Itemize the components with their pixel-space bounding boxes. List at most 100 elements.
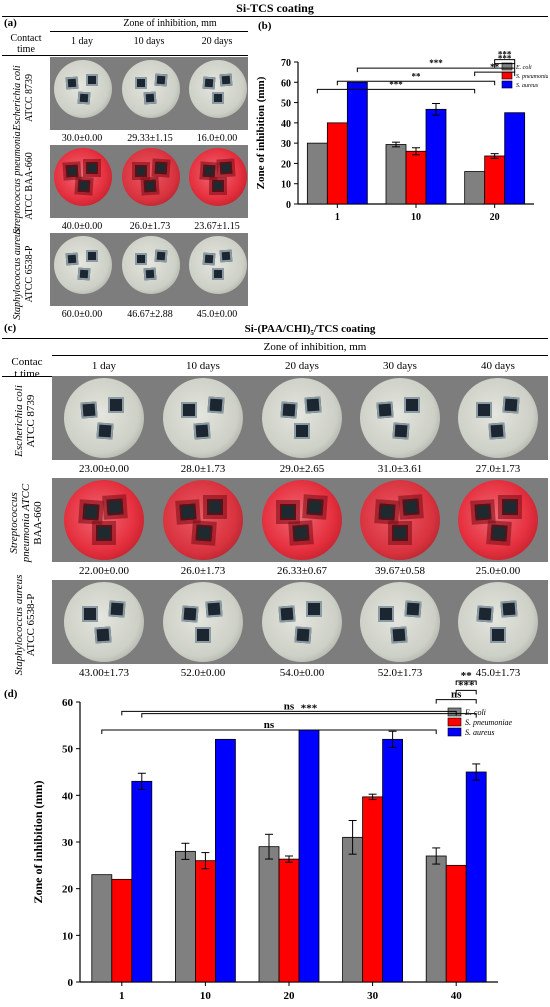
specimen-square [378, 503, 396, 521]
bar-s--aureus [298, 729, 320, 983]
specimen-square [490, 524, 508, 542]
y-tick-label: 0 [68, 977, 74, 989]
panel-c-contact-label-1: Contac [11, 356, 43, 368]
organism-name: Escherichia coli [12, 65, 23, 131]
significance-label: ** [412, 71, 422, 81]
specimen-square [404, 397, 420, 413]
panel-a-contact-label-1: Contact [10, 33, 42, 44]
organism-name: Staphylococcus aureus [12, 228, 23, 320]
significance-bracket [494, 59, 516, 64]
specimen-square [202, 76, 216, 90]
bar-e--coli [464, 171, 486, 205]
bar-s--aureus [465, 771, 487, 983]
x-tick-label: 20 [284, 990, 296, 1002]
organism-label: Staphylococcus aureus ATCC 6538-P [12, 226, 38, 322]
significance-bracket [455, 689, 477, 695]
specimen-square [378, 606, 394, 622]
significance-bracket [356, 67, 516, 73]
petri-dish-image [64, 378, 144, 458]
y-axis-label: Zone of inhibition (mm) [31, 780, 45, 903]
strain-name: ATCC 8739 [24, 73, 35, 123]
organism-name: Streptococcus [8, 492, 20, 554]
specimen-square [86, 250, 98, 262]
y-tick-label: 30 [62, 837, 74, 849]
significance-label: *** [458, 679, 475, 691]
specimen-square [181, 605, 199, 623]
specimen-square [65, 164, 79, 178]
specimen-square [143, 179, 157, 193]
specimen-square [306, 601, 322, 617]
panel-c-title-main: Si-(PAA/CHI) [244, 323, 311, 335]
x-tick-label: 30 [367, 990, 379, 1002]
x-tick-label: 1 [119, 990, 125, 1002]
significance-bracket [316, 88, 476, 94]
y-tick-label: 70 [281, 58, 291, 69]
significance-bracket [474, 71, 516, 77]
petri-dish-image [54, 236, 112, 294]
legend-swatch [447, 727, 462, 737]
panel-a-zone-header: Zone of inhibition, mm [123, 18, 217, 29]
panel-c-title: Si-(PAA/CHI)5/TCS coating [90, 323, 530, 337]
zone-value: 29.33±1.15 [127, 133, 173, 144]
specimen-square [181, 402, 197, 418]
significance-label: ** [461, 670, 473, 682]
y-tick-label: 0 [286, 200, 291, 211]
zone-value: 31.0±3.61 [377, 463, 423, 475]
petri-dish-image [458, 378, 538, 458]
petri-dish-image [458, 582, 538, 662]
figure-title: Si-TCS coating [236, 1, 314, 15]
panel-d-chart: 0 10 20 30 40 50 60 Zone of inhibition (mm) Time… [31, 670, 513, 1007]
petri-dish-image [163, 480, 243, 560]
specimen-square [304, 396, 322, 414]
specimen-square [195, 627, 211, 643]
legend-swatch [447, 707, 462, 717]
zone-value: 28.0±1.73 [180, 463, 226, 475]
zone-value: 43.00±1.73 [78, 667, 130, 679]
legend-label: S. pneumoniae [516, 74, 548, 80]
y-tick-label: 20 [281, 159, 291, 170]
organism-label: Streptococcus pneumonia ATCC BAA-660 [12, 131, 38, 234]
specimen-square [280, 401, 298, 419]
specimen-square [294, 423, 310, 439]
y-tick-label: 30 [281, 139, 291, 150]
panel-c-day-header: 40 days [481, 360, 515, 372]
y-tick-label: 20 [62, 884, 74, 896]
specimen-square [278, 605, 296, 623]
specimen-square [193, 422, 211, 440]
specimen-square [154, 73, 168, 87]
specimen-square [212, 92, 224, 104]
zone-value: 40.0±0.00 [61, 221, 103, 232]
zone-value: 26.0±1.73 [180, 565, 226, 577]
x-tick-label: 40 [451, 990, 463, 1002]
bar-s--pneumoniae [326, 122, 348, 205]
bar-s--pneumoniae [278, 858, 300, 983]
zone-value: 60.0±0.00 [61, 309, 103, 320]
panel-c-zone-header: Zone of inhibition, mm [263, 341, 367, 353]
bar-e--coli [174, 850, 196, 983]
petri-dish-image [262, 582, 342, 662]
specimen-square [219, 161, 233, 175]
zone-value: 39.67±0.58 [374, 565, 426, 577]
panel-c-day-header: 30 days [383, 360, 417, 372]
strain-name: ATCC 6538-P [24, 245, 35, 303]
specimen-square [77, 267, 91, 281]
bar-e--coli [258, 846, 280, 983]
significance-label: *** [498, 50, 512, 60]
specimen-square [502, 499, 518, 515]
specimen-square [77, 91, 91, 105]
panel-c-title-sub: 5 [310, 329, 314, 338]
legend-label: S. aureus [465, 728, 494, 737]
significance-label: *** [498, 54, 512, 64]
specimen-square [476, 402, 492, 418]
zone-value: 25.0±0.00 [475, 565, 521, 577]
specimen-square [212, 180, 224, 192]
bar-s--pneumoniae [484, 155, 506, 205]
strain-name: ATCC BAA-660 [24, 152, 35, 220]
panel-c-rule [2, 338, 548, 339]
panel-a-rule [2, 55, 248, 56]
specimen-square [219, 73, 233, 87]
panel-d-letter: (d) [4, 688, 18, 700]
bar-s--aureus [214, 738, 236, 983]
significance-label: *** [429, 58, 443, 68]
bar-s--aureus [131, 780, 153, 983]
